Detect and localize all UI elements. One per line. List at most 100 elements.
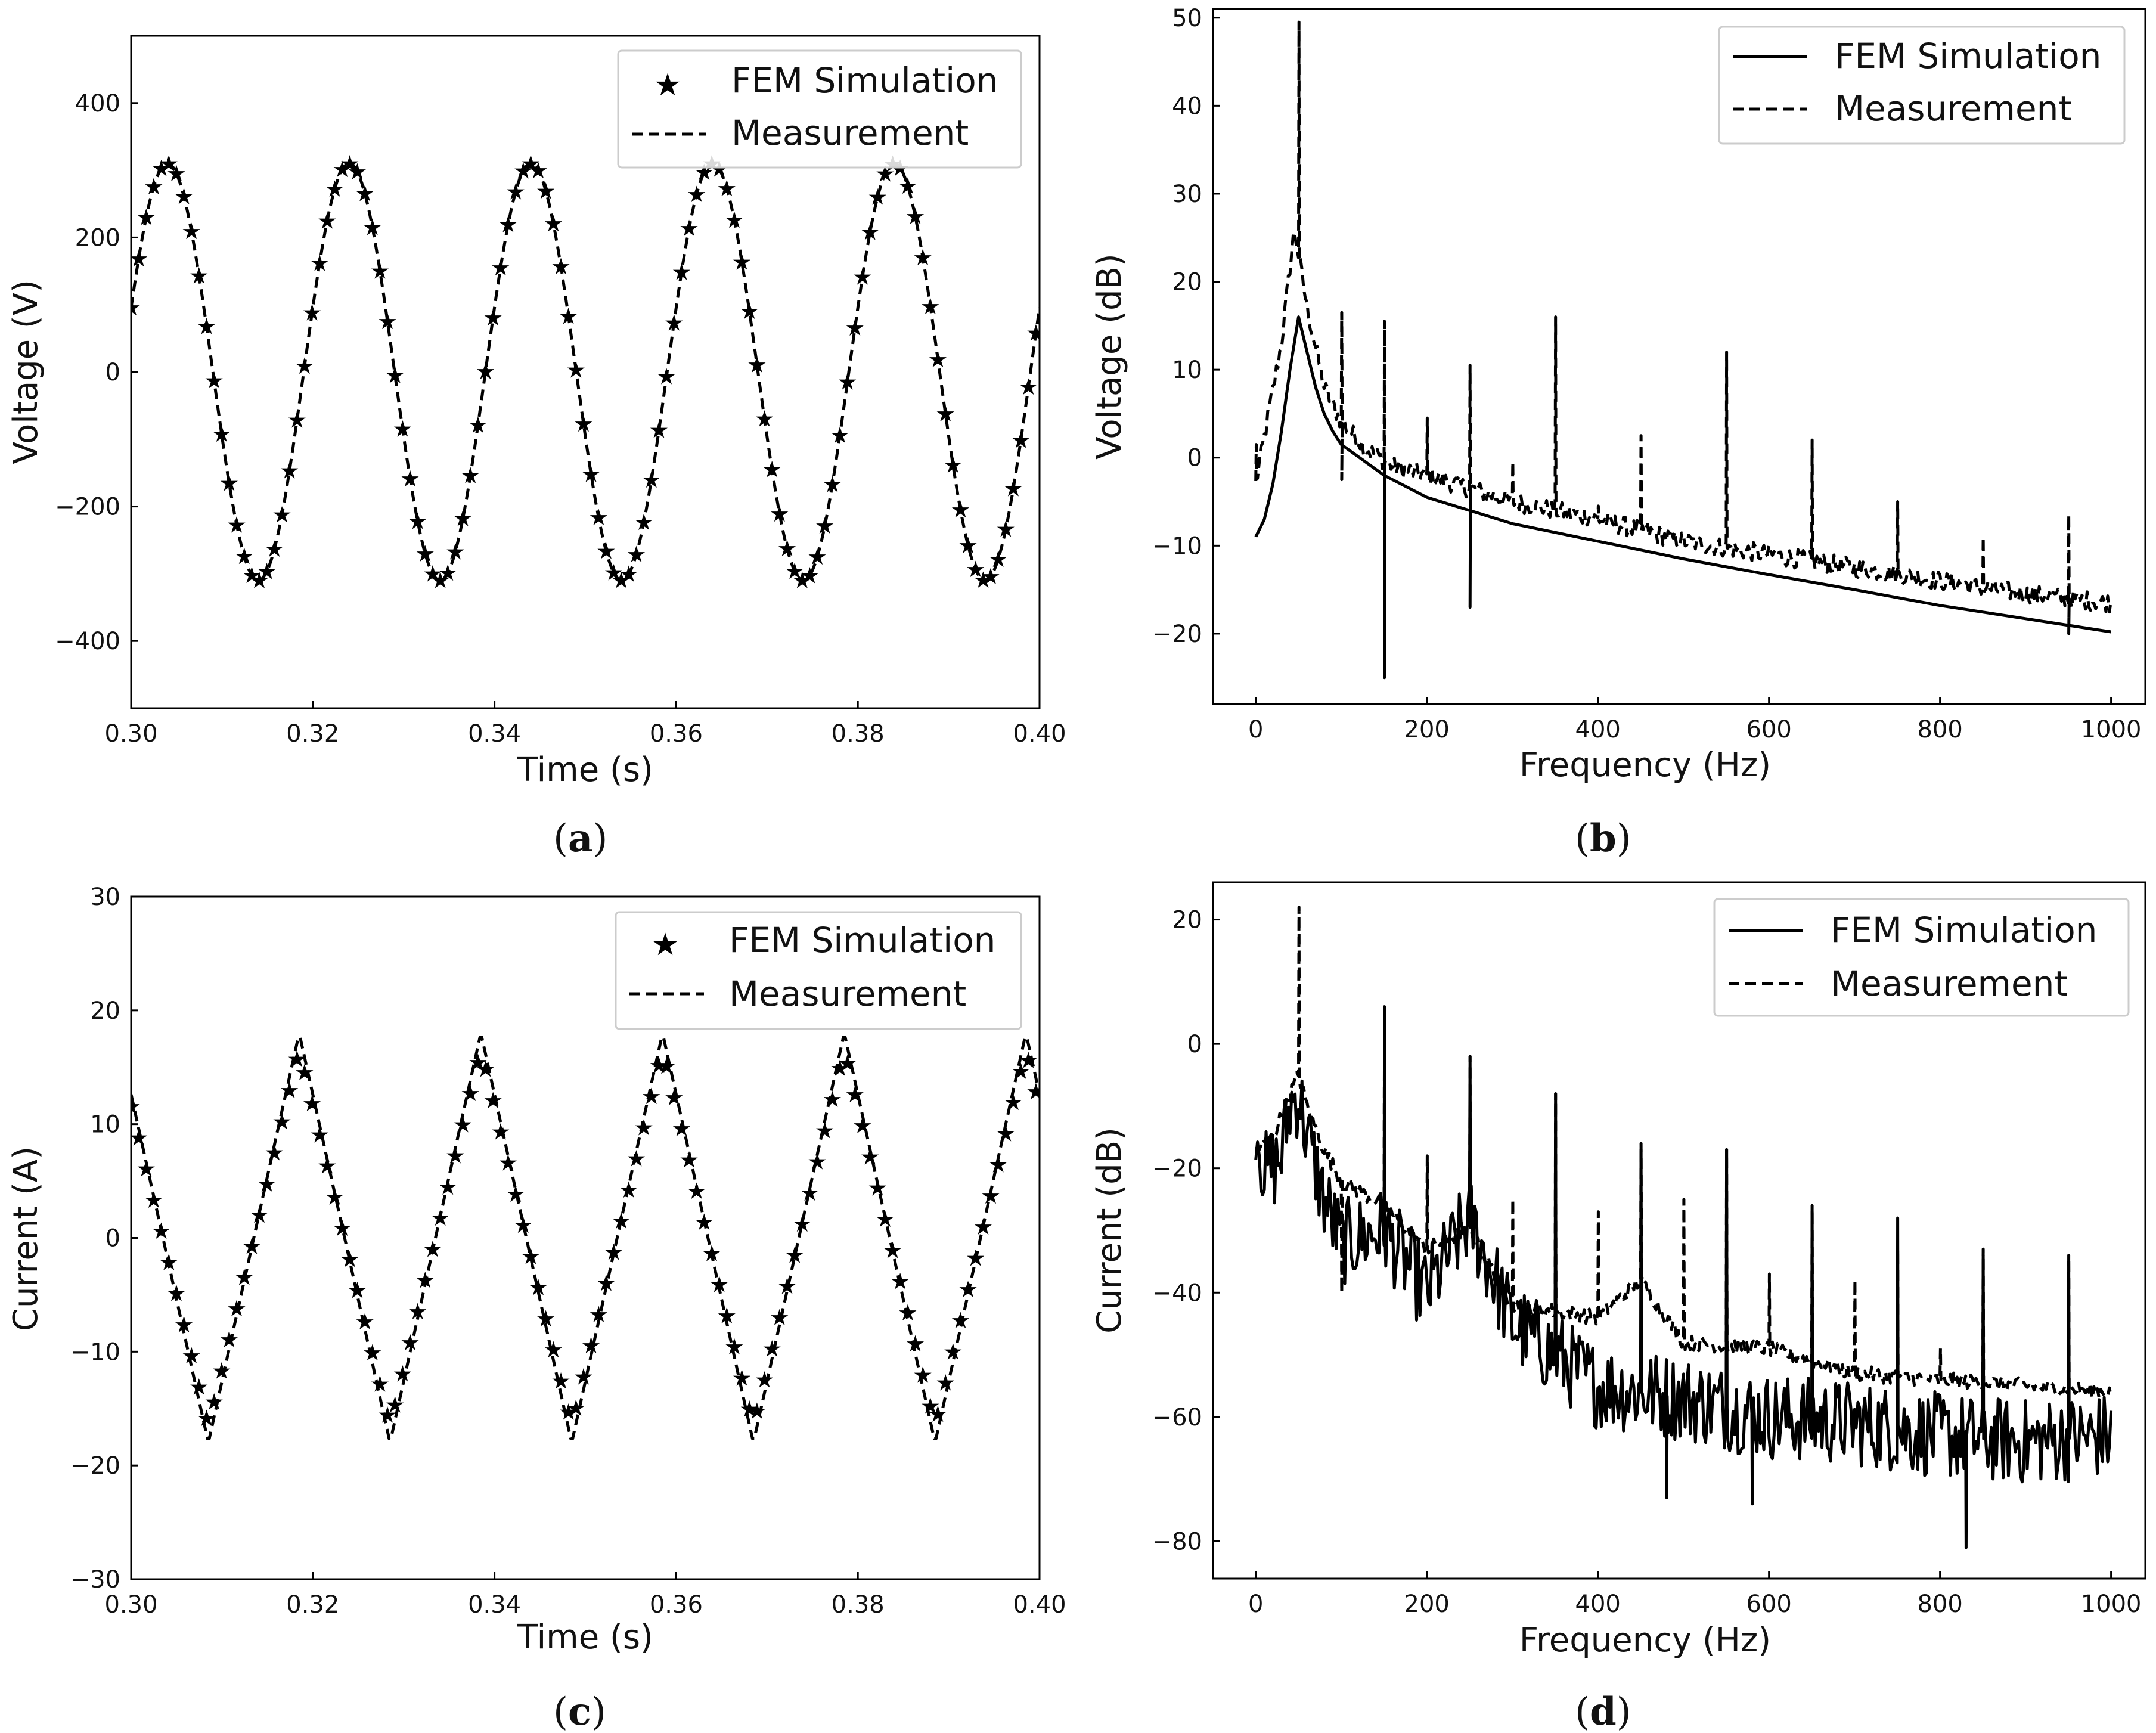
plot-c-fem-star-39: ★ (415, 1267, 435, 1294)
plot-c-legend: ★ FEM Simulation Measurement (615, 911, 1022, 1030)
plot-c-fem-star-10: ★ (196, 1405, 216, 1431)
plot-a-fem-star-69: ★ (641, 467, 662, 493)
plot-a-fem-star-23: ★ (294, 353, 315, 379)
plot-a-fem-star-73: ★ (671, 259, 691, 286)
plot-c-fem-star-32: ★ (362, 1340, 383, 1366)
plot-c-fem-star-1: ★ (129, 1124, 149, 1151)
plot-a-fem-star-2: ★ (136, 204, 156, 231)
plot-a-fem-star-0: ★ (121, 294, 141, 321)
plot-a-fem-star-47: ★ (475, 358, 495, 385)
plot-c-fem-star-30: ★ (347, 1278, 367, 1304)
plot-a-fem-star-114: ★ (981, 563, 1001, 590)
plot-c-fem-star-74: ★ (679, 1147, 699, 1173)
plot-d-xtick-label-0: 0 (1248, 1591, 1263, 1618)
plot-a-fem-star-81: ★ (732, 249, 752, 275)
plot-a-fem-star-58: ★ (559, 303, 579, 330)
plot-a-fem-star-64: ★ (604, 559, 624, 585)
plot-b-ytick-label-1: −10 (1152, 532, 1202, 560)
plot-a-fem-star-65: ★ (611, 568, 631, 594)
plot-c-fem-star-47: ★ (475, 1056, 495, 1083)
plot-b-ytick-label-6: 40 (1172, 92, 1202, 120)
plot-c-fem-star-55: ★ (536, 1306, 556, 1332)
plot-a-fem-star-15: ★ (234, 543, 255, 569)
plot-c-fem-star-67: ★ (626, 1146, 646, 1172)
plot-c-fem-star-64: ★ (604, 1239, 624, 1265)
plot-a-fem-star-48: ★ (483, 305, 503, 331)
plot-a-fem-star-63: ★ (596, 538, 616, 564)
plot-c-fem-star-76: ★ (694, 1209, 714, 1235)
plot-c-xtick-label-0: 0.30 (104, 1591, 157, 1619)
plot-a-fem-star-41: ★ (430, 568, 451, 594)
panel-d: 0 200 400 600 800 1000 −80 −60 −40 −20 0 20 Frequen… (1090, 881, 2146, 1660)
plot-c-fem-star-53: ★ (520, 1243, 541, 1269)
legend-c-marker-0: ★ (652, 927, 680, 963)
plot-c-xtick-label-3: 0.36 (650, 1591, 703, 1619)
plot-c-ytick-label-1: −20 (70, 1452, 120, 1480)
plot-a-fem-star-4: ★ (151, 155, 172, 181)
plot-a-fem-star-42: ★ (438, 560, 458, 586)
plot-c-fem-star-20: ★ (272, 1108, 292, 1134)
plot-c-fem-star-75: ★ (687, 1178, 707, 1204)
plot-a-fem-star-53: ★ (520, 150, 541, 176)
plot-c-fem-star-58: ★ (559, 1399, 579, 1425)
plot-a-fem-star-40: ★ (423, 561, 443, 587)
plot-a-fem-star-89: ★ (792, 567, 812, 593)
plot-a-fem-star-20: ★ (272, 501, 292, 528)
plot-a-fem-star-98: ★ (860, 219, 880, 245)
plot-a-series: ★★★★★★★★★★★★★★★★★★★★★★★★★★★★★★★★★★★★★★★★… (121, 150, 1040, 594)
plot-c-fem-star-87: ★ (777, 1273, 797, 1300)
plot-a-fem-star-50: ★ (498, 212, 518, 238)
plot-c-fem-star-78: ★ (709, 1272, 730, 1298)
plot-a-fem-star-3: ★ (144, 173, 164, 200)
plot-c-fem-star-93: ★ (822, 1086, 842, 1112)
plot-c-fem-star-94: ★ (830, 1055, 850, 1081)
legend-a-label-0: FEM Simulation (731, 60, 998, 101)
plot-a-fem-star-80: ★ (724, 207, 744, 233)
plot-b-ytick-label-4: 20 (1172, 269, 1202, 296)
plot-b-xtick-label-1: 200 (1404, 716, 1450, 743)
plot-b-xlabel: Frequency (Hz) (1519, 746, 1771, 785)
plot-a-fem-star-62: ★ (588, 504, 609, 531)
plot-a-fem-star-24: ★ (302, 299, 322, 325)
plot-c-fem-star-70: ★ (649, 1052, 669, 1078)
plot-c-fem-star-12: ★ (212, 1357, 232, 1384)
plot-d-xtick-label-4: 800 (1917, 1591, 1962, 1618)
plot-a-fem-star-85: ★ (762, 457, 782, 483)
plot-c-fem-star-109: ★ (943, 1338, 963, 1365)
plot-a-fem-star-8: ★ (181, 218, 201, 244)
plot-c-fem-star-77: ★ (702, 1240, 722, 1266)
plot-a-fem-star-27: ★ (324, 176, 345, 202)
panel-b: 0 200 400 600 800 1000 −20 −10 0 10 20 30 40 50 Frequ… (1090, 5, 2146, 785)
plot-a-ylabel: Voltage (V) (7, 280, 45, 464)
plot-c-fem-star-115: ★ (988, 1152, 1009, 1178)
plot-c-fem-star-63: ★ (596, 1270, 616, 1297)
plot-b-legend: FEM Simulation Measurement (1718, 26, 2126, 145)
plot-b-frame (1212, 8, 2146, 705)
plot-a-fem-star-14: ★ (227, 511, 247, 538)
plot-a-fem-star-66: ★ (619, 561, 639, 587)
plot-a-xtick-label-4: 0.38 (832, 720, 885, 748)
plot-b-xtick-label-5: 1000 (2081, 716, 2142, 743)
plot-d-series (1254, 906, 2113, 1549)
plot-a-fem-star-87: ★ (777, 535, 797, 562)
legend-c-label-0: FEM Simulation (729, 920, 995, 960)
plot-a-fem-star-54: ★ (528, 157, 548, 184)
plot-c-fem-star-34: ★ (377, 1402, 398, 1428)
plot-a-fem-star-29: ★ (340, 150, 360, 176)
plot-c-fem-star-73: ★ (671, 1115, 691, 1142)
plot-c-fem-star-4: ★ (151, 1218, 172, 1244)
plot-c-fem-star-113: ★ (973, 1214, 993, 1240)
plot-c-fem-star-98: ★ (860, 1143, 880, 1170)
legend-c-label-1: Measurement (729, 974, 966, 1014)
plot-a-xtick-label-2: 0.34 (468, 720, 521, 748)
plot-b-xtick-label-0: 0 (1248, 716, 1263, 743)
plot-c-fem-star-8: ★ (181, 1343, 201, 1369)
plot-c-fem-star-54: ★ (528, 1275, 548, 1301)
plot-a-fem-star-95: ★ (837, 368, 858, 395)
plot-a-fem-star-28: ★ (332, 156, 352, 182)
plot-a-fem-star-43: ★ (445, 539, 466, 565)
plot-b-ylabel: Voltage (dB) (1090, 253, 1129, 460)
plot-c-fem-star-104: ★ (905, 1331, 925, 1357)
plot-c-fem-star-23: ★ (294, 1059, 315, 1086)
plot-c-fem-star-89: ★ (792, 1211, 812, 1237)
